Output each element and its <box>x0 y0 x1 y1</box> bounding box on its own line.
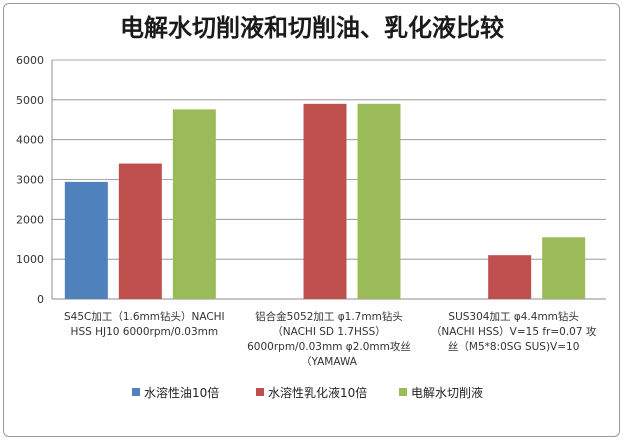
y-tick-label: 2000 <box>16 213 44 226</box>
bar-2-series-2 <box>303 103 347 299</box>
legend-label: 水溶性油10倍 <box>144 385 219 400</box>
bar-1-series-3 <box>172 109 216 299</box>
bar-1-series-2 <box>118 163 162 299</box>
x-category-label: SUS304加工 φ4.4mm钻头 （NACHI HSS）V=15 fr=0.07… <box>431 310 597 353</box>
x-category-label-line: S45C加工（1.6mm钻头）NACHI <box>64 310 225 323</box>
y-tick-label: 1000 <box>16 253 44 266</box>
legend-swatch <box>399 388 407 396</box>
x-category-label-line: （NACHI HSS）V=15 fr=0.07 攻 <box>431 325 597 338</box>
bar-1-series-1 <box>64 181 108 299</box>
y-tick-label: 3000 <box>16 174 44 187</box>
x-category-label: 铝合金5052加工 φ1.7mm钻头 （NACHI SD 1.7HSS） 6000r… <box>247 310 411 368</box>
legend-swatch <box>132 388 140 396</box>
y-tick-label: 6000 <box>16 54 44 67</box>
y-axis-ticks: 0 1000 2000 3000 4000 5000 6000 <box>16 54 44 306</box>
x-category-label-line: （YAMAWA <box>301 356 358 368</box>
y-tick-label: 0 <box>37 293 44 306</box>
x-category-label-line: （NACHI SD 1.7HSS） <box>272 326 386 338</box>
bar-2-series-3 <box>357 103 401 299</box>
bar-3-series-3 <box>542 237 586 299</box>
y-tick-label: 5000 <box>16 94 44 107</box>
legend-swatch <box>256 388 264 396</box>
x-category-label-line: HSS HJ10 6000rpm/0.03mm <box>71 326 219 338</box>
x-category-label-line: SUS304加工 φ4.4mm钻头 <box>448 310 578 323</box>
bar-3-series-2 <box>488 255 532 299</box>
x-category-label-line: 丝（M5*8:0SG SUS)V=10 <box>448 341 579 353</box>
x-category-label: S45C加工（1.6mm钻头）NACHI HSS HJ10 6000rpm/0.0… <box>64 310 225 338</box>
chart-title: 电解水切削液和切削油、乳化液比较 <box>120 14 504 42</box>
legend-label: 电解水切削液 <box>411 385 483 400</box>
y-tick-label: 4000 <box>16 134 44 147</box>
legend-label: 水溶性乳化液10倍 <box>268 385 367 400</box>
x-category-label-line: 6000rpm/0.03mm φ2.0mm攻丝 <box>247 340 411 353</box>
bars <box>64 103 586 299</box>
x-category-label-line: 铝合金5052加工 φ1.7mm钻头 <box>255 310 403 323</box>
legend: 水溶性油10倍 水溶性乳化液10倍 电解水切削液 <box>132 385 483 400</box>
x-axis-labels: S45C加工（1.6mm钻头）NACHI HSS HJ10 6000rpm/0.0… <box>64 310 597 368</box>
